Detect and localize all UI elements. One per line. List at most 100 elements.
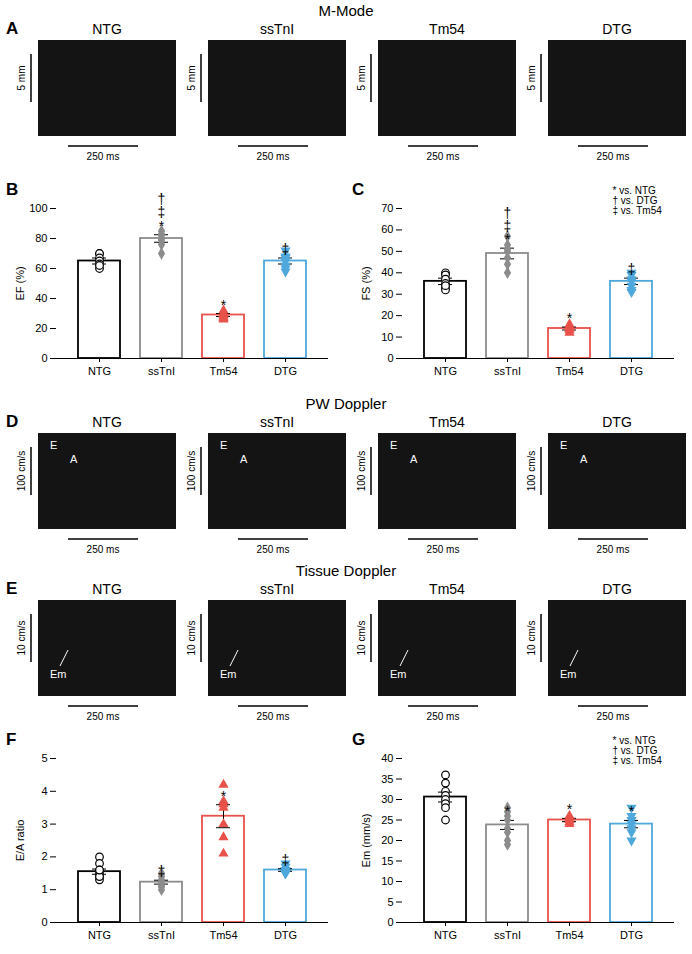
svg-text:15: 15	[381, 855, 393, 867]
svg-text:E/A ratio: E/A ratio	[14, 820, 26, 862]
svg-text:250 ms: 250 ms	[597, 711, 630, 722]
svg-text:Tm54: Tm54	[429, 21, 465, 37]
svg-text:100 cm/s: 100 cm/s	[186, 451, 197, 492]
svg-text:5: 5	[387, 896, 393, 908]
svg-text:*: *	[221, 788, 227, 804]
svg-text:Tm54: Tm54	[555, 929, 583, 941]
svg-text:25: 25	[381, 814, 393, 826]
svg-text:PW Doppler: PW Doppler	[306, 395, 387, 412]
svg-text:Tm54: Tm54	[209, 365, 237, 377]
svg-text:60: 60	[381, 223, 393, 235]
svg-text:ssTnI: ssTnI	[260, 21, 294, 37]
svg-text:NTG: NTG	[92, 581, 122, 597]
svg-text:10 cm/s: 10 cm/s	[356, 620, 367, 655]
svg-text:*: *	[505, 803, 511, 819]
svg-text:250 ms: 250 ms	[257, 711, 290, 722]
svg-text:1: 1	[41, 883, 47, 895]
svg-text:NTG: NTG	[434, 365, 457, 377]
svg-text:250 ms: 250 ms	[597, 544, 630, 555]
svg-text:D: D	[6, 412, 18, 431]
svg-text:* vs. NTG† vs. DTG‡ vs. Tm54: * vs. NTG† vs. DTG‡ vs. Tm54	[613, 735, 663, 766]
svg-text:FS (%): FS (%)	[360, 266, 372, 300]
svg-text:20: 20	[35, 322, 47, 334]
svg-text:Em: Em	[50, 668, 67, 680]
svg-text:0: 0	[41, 916, 47, 928]
svg-text:250 ms: 250 ms	[87, 544, 120, 555]
svg-text:20: 20	[381, 309, 393, 321]
svg-text:3: 3	[41, 818, 47, 830]
svg-text:Em: Em	[390, 668, 407, 680]
svg-text:A: A	[240, 453, 248, 465]
svg-text:10 cm/s: 10 cm/s	[526, 620, 537, 655]
svg-text:E: E	[560, 439, 567, 451]
svg-text:DTG: DTG	[602, 21, 632, 37]
svg-text:10 cm/s: 10 cm/s	[186, 620, 197, 655]
svg-text:40: 40	[35, 292, 47, 304]
svg-text:NTG: NTG	[434, 929, 457, 941]
svg-text:60: 60	[35, 262, 47, 274]
svg-text:4: 4	[41, 785, 47, 797]
svg-text:‡: ‡	[628, 261, 636, 277]
svg-text:40: 40	[381, 266, 393, 278]
svg-text:*: *	[567, 310, 573, 326]
svg-text:80: 80	[35, 232, 47, 244]
svg-text:*: *	[567, 801, 573, 817]
svg-text:ssTnI: ssTnI	[494, 929, 521, 941]
svg-text:Em (mm/s): Em (mm/s)	[360, 814, 372, 868]
svg-text:*: *	[221, 297, 227, 313]
svg-text:5 mm: 5 mm	[186, 66, 197, 91]
svg-text:250 ms: 250 ms	[257, 151, 290, 162]
svg-text:M-Mode: M-Mode	[318, 2, 373, 19]
svg-text:DTG: DTG	[620, 929, 643, 941]
svg-text:NTG: NTG	[88, 365, 111, 377]
svg-text:ssTnI: ssTnI	[148, 929, 175, 941]
svg-text:NTG: NTG	[92, 414, 122, 430]
svg-text:NTG: NTG	[88, 929, 111, 941]
svg-text:DTG: DTG	[620, 365, 643, 377]
svg-text:ssTnI: ssTnI	[494, 365, 521, 377]
svg-text:5 mm: 5 mm	[526, 66, 537, 91]
svg-text:0: 0	[41, 352, 47, 364]
svg-text:2: 2	[41, 850, 47, 862]
svg-text:* vs. NTG† vs. DTG‡ vs. Tm54: * vs. NTG† vs. DTG‡ vs. Tm54	[613, 185, 663, 216]
svg-text:†‡*: †‡*	[158, 191, 166, 234]
svg-text:EF (%): EF (%)	[14, 266, 26, 300]
svg-text:5 mm: 5 mm	[356, 66, 367, 91]
svg-text:ssTnI: ssTnI	[260, 581, 294, 597]
svg-text:20: 20	[381, 834, 393, 846]
svg-text:‡: ‡	[282, 241, 290, 257]
svg-text:†‡*: †‡*	[504, 205, 512, 248]
svg-text:A: A	[580, 453, 588, 465]
svg-text:E: E	[390, 439, 397, 451]
svg-text:‡: ‡	[282, 852, 290, 868]
svg-text:250 ms: 250 ms	[427, 711, 460, 722]
svg-text:Tm54: Tm54	[209, 929, 237, 941]
svg-text:250 ms: 250 ms	[427, 151, 460, 162]
svg-text:100 cm/s: 100 cm/s	[356, 451, 367, 492]
svg-text:A: A	[70, 453, 78, 465]
svg-text:DTG: DTG	[274, 365, 297, 377]
svg-text:Tissue Doppler: Tissue Doppler	[296, 562, 396, 579]
svg-text:50: 50	[381, 245, 393, 257]
svg-text:5 mm: 5 mm	[16, 66, 27, 91]
svg-text:DTG: DTG	[274, 929, 297, 941]
svg-text:250 ms: 250 ms	[87, 151, 120, 162]
svg-text:‡: ‡	[158, 863, 166, 879]
svg-text:0: 0	[387, 352, 393, 364]
svg-text:70: 70	[381, 202, 393, 214]
svg-text:10 cm/s: 10 cm/s	[16, 620, 27, 655]
svg-text:100 cm/s: 100 cm/s	[16, 451, 27, 492]
svg-text:250 ms: 250 ms	[87, 711, 120, 722]
svg-text:E: E	[6, 579, 17, 598]
svg-text:100: 100	[29, 202, 47, 214]
svg-text:100 cm/s: 100 cm/s	[526, 451, 537, 492]
svg-text:10: 10	[381, 875, 393, 887]
svg-text:Em: Em	[560, 668, 577, 680]
svg-text:250 ms: 250 ms	[597, 151, 630, 162]
svg-text:0: 0	[387, 916, 393, 928]
svg-text:40: 40	[381, 752, 393, 764]
svg-text:A: A	[6, 19, 18, 38]
svg-text:ssTnI: ssTnI	[260, 414, 294, 430]
svg-text:*: *	[629, 803, 635, 819]
svg-text:250 ms: 250 ms	[427, 544, 460, 555]
